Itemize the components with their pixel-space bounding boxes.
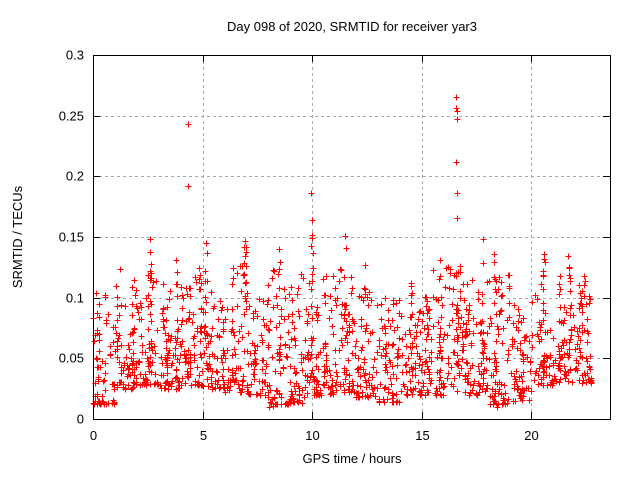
y-tick-label: 0.3 <box>66 48 84 63</box>
x-tick-label: 10 <box>305 428 319 443</box>
y-tick-label: 0.1 <box>66 291 84 306</box>
x-tick-label: 5 <box>200 428 207 443</box>
axis-labels: Day 098 of 2020, SRMTID for receiver yar… <box>10 19 477 466</box>
x-axis-label: GPS time / hours <box>303 451 402 466</box>
y-axis-label: SRMTID / TECUs <box>10 185 25 288</box>
chart-title: Day 098 of 2020, SRMTID for receiver yar… <box>227 19 477 34</box>
y-tick-label: 0.2 <box>66 169 84 184</box>
x-tick-label: 0 <box>90 428 97 443</box>
x-tick-label: 15 <box>415 428 429 443</box>
x-tick-label: 20 <box>524 428 538 443</box>
grid-lines <box>93 55 610 419</box>
axis-ticks: 0 5 10 15 20 0 0.05 0.1 0.15 0.2 0.25 0.3 <box>59 48 610 443</box>
y-tick-label: 0.05 <box>59 351 84 366</box>
plot-border <box>93 55 611 420</box>
y-tick-label: 0 <box>77 412 84 427</box>
data-points <box>90 94 595 411</box>
y-tick-label: 0.15 <box>59 230 84 245</box>
scatter-plus-markers <box>90 94 595 411</box>
y-tick-label: 0.25 <box>59 109 84 124</box>
